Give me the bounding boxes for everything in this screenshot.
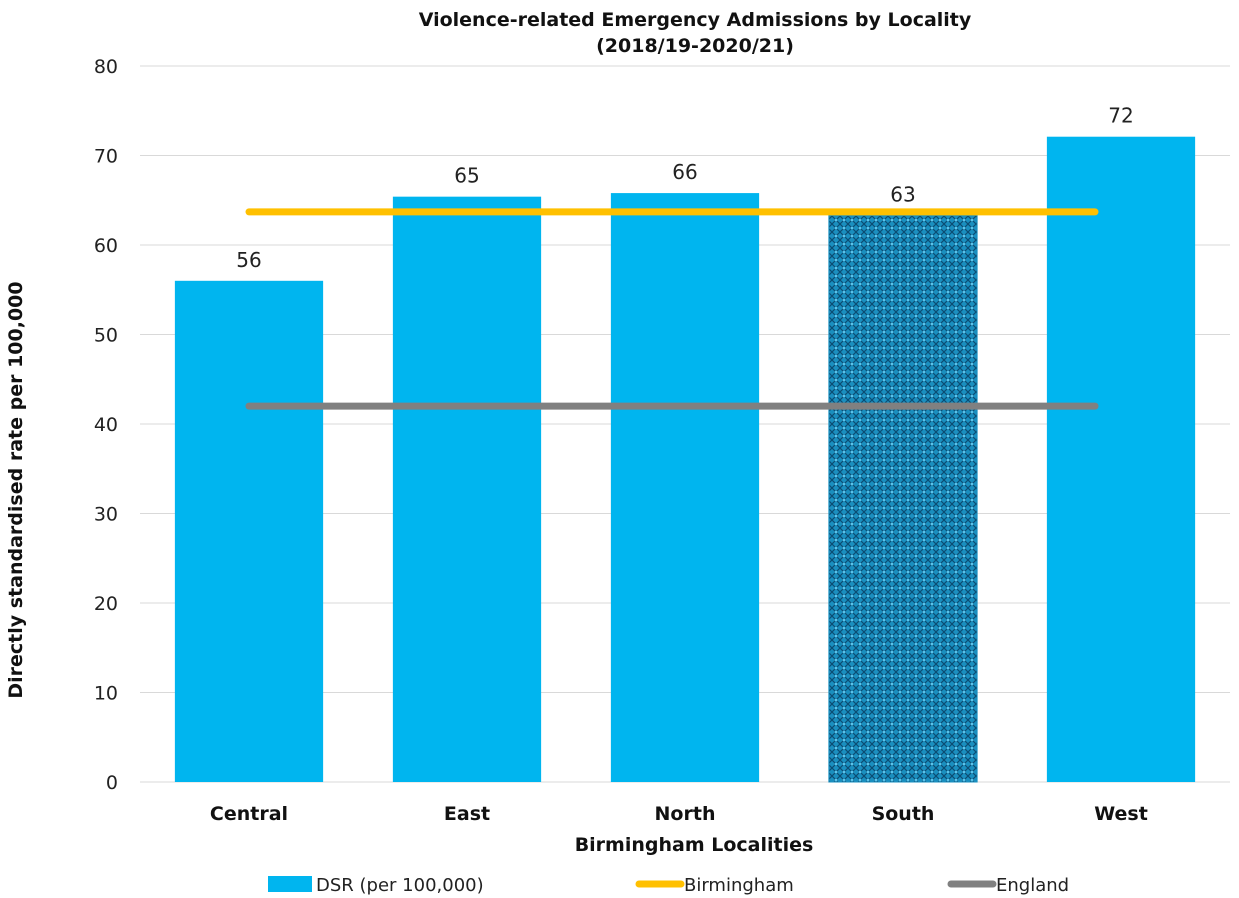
x-axis-ticks: Central East North South West: [210, 803, 1148, 825]
y-axis-ticks: 0 10 20 30 40 50 60 70 80: [94, 56, 118, 794]
y-tick-label-20: 20: [94, 593, 118, 615]
bar-south: [828, 214, 978, 783]
chart-title-line1: Violence-related Emergency Admissions by…: [419, 9, 972, 31]
x-tick-label-west: West: [1094, 803, 1148, 825]
bar-west: [1046, 136, 1196, 782]
y-tick-label-0: 0: [106, 772, 118, 794]
data-label-central: 56: [236, 248, 261, 272]
bars: [174, 136, 1196, 783]
y-tick-label-40: 40: [94, 414, 118, 436]
data-label-north: 66: [672, 160, 697, 184]
y-tick-label-60: 60: [94, 235, 118, 257]
y-tick-label-80: 80: [94, 56, 118, 78]
x-axis-title: Birmingham Localities: [575, 834, 814, 856]
y-axis-title: Directly standardised rate per 100,000: [5, 281, 27, 698]
data-label-west: 72: [1108, 104, 1133, 128]
data-labels: 56 65 66 63 72: [236, 104, 1133, 272]
y-tick-label-50: 50: [94, 325, 118, 347]
x-tick-label-south: South: [872, 803, 935, 825]
bar-east: [392, 196, 542, 783]
x-tick-label-east: East: [444, 803, 490, 825]
legend-label-england: England: [996, 875, 1069, 896]
bar-central: [174, 280, 324, 782]
x-tick-label-north: North: [655, 803, 716, 825]
y-tick-label-10: 10: [94, 683, 118, 705]
legend-swatch-dsr-per-100-000: [268, 876, 312, 892]
y-tick-label-70: 70: [94, 146, 118, 168]
legend-label-birmingham: Birmingham: [684, 875, 794, 896]
x-tick-label-central: Central: [210, 803, 288, 825]
legend-label-dsr-per-100-000: DSR (per 100,000): [316, 875, 484, 896]
y-tick-label-30: 30: [94, 504, 118, 526]
bar-north: [610, 193, 760, 783]
chart-title-line2: (2018/19-2020/21): [596, 35, 794, 57]
data-label-east: 65: [454, 164, 479, 188]
data-label-south: 63: [890, 182, 915, 206]
legend: DSR (per 100,000) Birmingham England: [268, 875, 1069, 896]
reference-lines: [245, 208, 1099, 410]
